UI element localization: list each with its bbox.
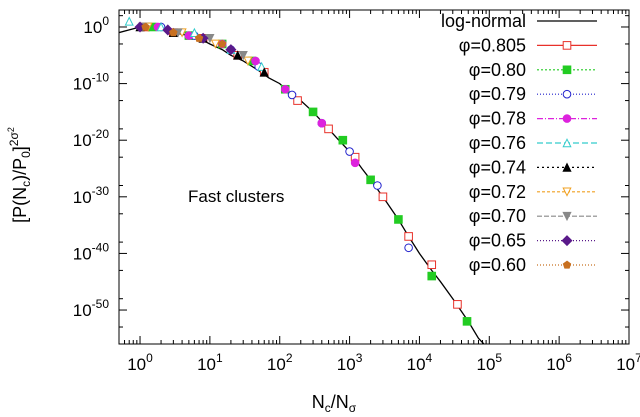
legend-item: φ=0.74 xyxy=(469,157,597,177)
y-tick-label: 10-40 xyxy=(73,240,110,263)
legend-marker xyxy=(562,211,572,222)
data-point xyxy=(345,147,354,156)
legend-marker xyxy=(562,65,572,75)
data-point xyxy=(233,50,243,60)
legend-label: log-normal xyxy=(441,11,526,31)
data-point xyxy=(141,22,150,31)
data-point xyxy=(338,135,348,145)
data-point xyxy=(427,260,437,270)
y-tick-label: 100 xyxy=(83,14,109,37)
x-tick-label: 106 xyxy=(546,351,572,374)
data-point xyxy=(324,124,333,134)
annotation-fast-clusters: Fast clusters xyxy=(188,187,284,206)
legend-label: φ=0.80 xyxy=(469,60,526,80)
data-point xyxy=(259,67,269,77)
legend-marker xyxy=(562,138,572,148)
x-tick-label: 107 xyxy=(616,351,640,374)
legend-marker xyxy=(562,114,572,123)
data-point xyxy=(427,271,437,281)
data-point xyxy=(162,24,174,36)
data-point xyxy=(462,317,472,326)
fit-curve-layer xyxy=(119,26,485,344)
legend-label: φ=0.60 xyxy=(469,255,526,275)
series-2 xyxy=(156,22,413,253)
legend-label: φ=0.72 xyxy=(469,182,526,202)
data-point xyxy=(378,192,388,202)
data-point xyxy=(156,22,166,32)
legend-item: φ=0.79 xyxy=(469,84,597,104)
data-point xyxy=(256,61,267,71)
data-point xyxy=(218,39,227,48)
data-point xyxy=(194,33,204,42)
legend-item: φ=0.80 xyxy=(469,60,597,80)
legend-marker xyxy=(562,162,572,172)
legend-label: φ=0.78 xyxy=(469,109,526,129)
x-axis-label: Nc/Nσ xyxy=(312,392,357,415)
y-tick-label: 10-30 xyxy=(73,184,110,207)
data-point xyxy=(243,56,253,66)
legend-item: φ=0.70 xyxy=(469,206,597,226)
legend-marker xyxy=(562,41,572,50)
series-1 xyxy=(148,22,472,326)
data-point xyxy=(189,27,199,37)
fit-curve-log-normal xyxy=(119,26,485,344)
data-point xyxy=(373,181,382,190)
data-point xyxy=(225,44,237,56)
data-point xyxy=(453,300,462,309)
legend-item: log-normal xyxy=(441,11,597,31)
legend-marker xyxy=(562,187,572,197)
legend-item: φ=0.65 xyxy=(469,231,597,251)
x-tick-label: 103 xyxy=(337,351,363,374)
x-tick-label: 102 xyxy=(267,351,293,374)
series-3 xyxy=(153,22,360,168)
data-point xyxy=(169,28,178,37)
data-point xyxy=(287,90,297,100)
data-point xyxy=(404,232,413,241)
legend-item: φ=0.76 xyxy=(469,133,597,153)
legend-marker xyxy=(562,260,572,269)
legend-label: φ=0.79 xyxy=(469,84,526,104)
y-tick-label: 10-50 xyxy=(73,297,110,320)
y-tick-label: 10-10 xyxy=(73,71,110,94)
legend-label: φ=0.76 xyxy=(469,133,526,153)
data-point xyxy=(366,175,375,185)
y-tick-label: 10-20 xyxy=(73,127,110,150)
legend-item: φ=0.78 xyxy=(469,109,597,129)
legend-label: φ=0.65 xyxy=(469,231,526,251)
data-point xyxy=(394,215,403,224)
axis-ticks: 100 101 102 103 104 105 106 107 100 10-10 10-20 10-… xyxy=(73,10,640,374)
legend-item: φ=0.72 xyxy=(469,182,597,202)
series-9 xyxy=(141,22,227,48)
series-8 xyxy=(134,21,237,56)
data-point xyxy=(317,118,327,128)
y-axis-label: [P(Nc)/P0]2σ2 xyxy=(6,127,33,223)
legend-label: φ=0.805 xyxy=(459,35,526,55)
data-point xyxy=(308,107,318,117)
data-point xyxy=(280,84,290,94)
legend-item: φ=0.60 xyxy=(469,255,597,275)
x-tick-label: 100 xyxy=(127,351,153,374)
legend-item: φ=0.805 xyxy=(459,35,597,55)
legend-marker xyxy=(562,89,572,99)
legend-label: φ=0.74 xyxy=(469,157,526,177)
legend: log-normal φ=0.805 φ=0.80 φ=0.79 φ=0.78 φ=0.7… xyxy=(441,11,597,275)
plot-frame xyxy=(118,9,630,345)
data-point xyxy=(404,243,413,253)
data-point xyxy=(350,158,360,168)
series-layer xyxy=(124,16,472,326)
data-point xyxy=(251,56,260,66)
legend-marker xyxy=(561,235,573,247)
data-point xyxy=(210,39,221,49)
legend-label: φ=0.70 xyxy=(469,206,526,226)
data-point xyxy=(293,96,302,105)
x-tick-label: 104 xyxy=(407,351,433,374)
data-point xyxy=(124,16,134,26)
x-tick-label: 101 xyxy=(197,351,223,374)
data-point xyxy=(238,50,248,61)
x-tick-label: 105 xyxy=(476,351,502,374)
series-0 xyxy=(141,22,462,309)
